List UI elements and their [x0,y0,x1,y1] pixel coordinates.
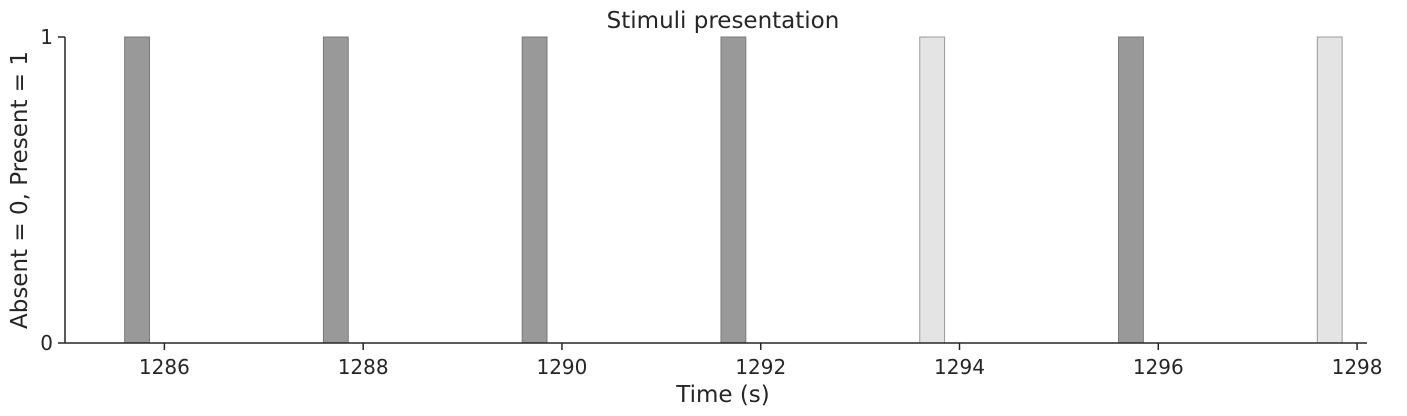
bar-4 [720,36,747,344]
axes: 1286 1288 1290 1292 1294 1296 1298 0 1 [40,25,1382,379]
x-tick-label-1288: 1288 [338,355,389,379]
bar-group [124,36,1343,344]
bar-3 [521,36,548,344]
x-tick-label-1292: 1292 [735,355,786,379]
x-axis-label: Time (s) [675,382,770,408]
x-tick-label-1294: 1294 [934,355,985,379]
x-tick-label-1298: 1298 [1332,355,1383,379]
x-tick-label-1286: 1286 [139,355,190,379]
chart-title: Stimuli presentation [607,8,840,34]
bar-1 [124,36,150,344]
bar-7 [1316,36,1343,344]
y-tick-label-1: 1 [40,25,53,49]
x-tick-label-1296: 1296 [1133,355,1184,379]
bar-6 [1118,36,1144,344]
x-tick-label-1290: 1290 [536,355,587,379]
bar-5 [919,36,946,344]
y-axis-label: Absent = 0, Present = 1 [7,51,33,329]
bar-2 [322,36,349,344]
y-tick-label-0: 0 [40,331,53,355]
